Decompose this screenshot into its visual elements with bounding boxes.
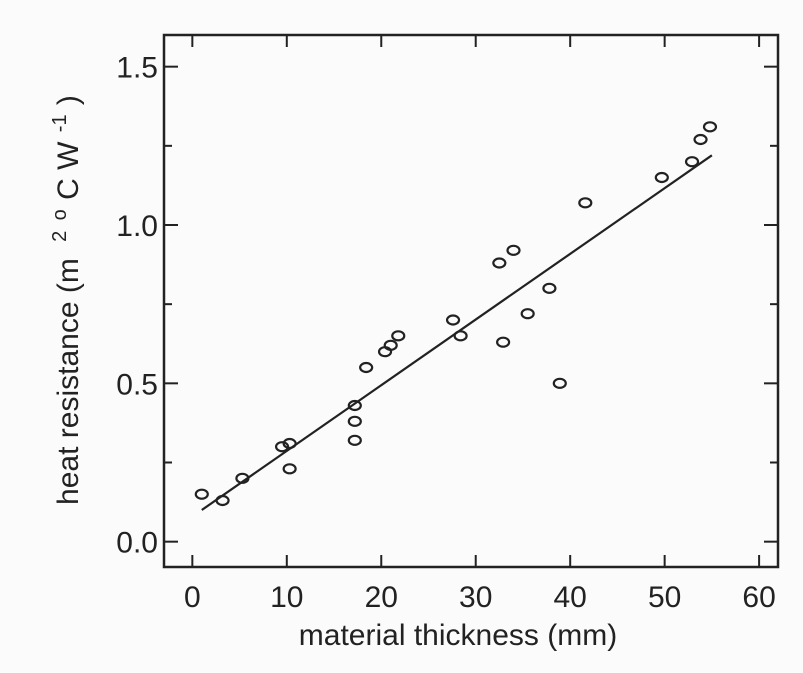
data-point: [347, 415, 362, 427]
data-point: [506, 244, 521, 256]
data-point: [383, 339, 398, 351]
plot-frame: [162, 33, 780, 569]
data-point: [542, 282, 557, 294]
x-tick-label: 60: [742, 581, 775, 614]
x-tick-label: 30: [459, 581, 492, 614]
data-point: [702, 121, 718, 133]
y-axis-label-degree: o: [49, 209, 71, 220]
x-tick-label: 10: [270, 581, 303, 614]
data-point: [359, 361, 374, 374]
y-tick-label: 1.0: [116, 210, 158, 243]
data-point: [391, 330, 406, 342]
x-axis-label: material thickness (mm): [299, 619, 617, 652]
data-point: [282, 437, 297, 450]
y-tick-label: 1.5: [116, 52, 158, 85]
y-axis-label-sup-exponent: 2: [49, 231, 71, 242]
data-point: [347, 434, 362, 446]
x-tick-label: 40: [553, 581, 586, 614]
y-axis-label-suffix: ): [52, 95, 85, 105]
data-point: [274, 441, 290, 453]
data-point: [235, 472, 250, 484]
data-point: [215, 494, 230, 507]
data-point: [282, 463, 297, 475]
data-point: [492, 257, 507, 269]
data-point: [445, 314, 461, 326]
data-points: [194, 121, 718, 507]
y-tick-label: 0.0: [116, 527, 158, 560]
y-axis-label-sup-minus-one: -1: [49, 114, 71, 132]
data-point: [453, 330, 468, 342]
y-axis-label-prefix: heat resistance (m: [52, 258, 85, 505]
y-axis-ticks: 0.0 0.5 1.0 1.5: [116, 52, 778, 560]
data-point: [578, 197, 593, 209]
data-point: [194, 488, 209, 500]
x-axis-ticks: 0 10 20 30 40 50 60: [184, 35, 776, 614]
x-tick-label: 20: [365, 581, 398, 614]
data-point: [496, 336, 511, 348]
data-point: [552, 377, 567, 389]
data-point: [693, 133, 708, 146]
y-tick-label: 0.5: [116, 368, 158, 401]
y-axis-label-unit: C W: [52, 141, 85, 200]
data-point: [520, 308, 535, 320]
data-point: [347, 399, 362, 412]
data-point: [654, 171, 669, 184]
x-tick-label: 50: [648, 581, 681, 614]
data-point: [684, 156, 700, 168]
y-axis-label: heat resistance (m 2 o C W -1 ): [40, 95, 85, 505]
x-tick-label: 0: [184, 581, 201, 614]
